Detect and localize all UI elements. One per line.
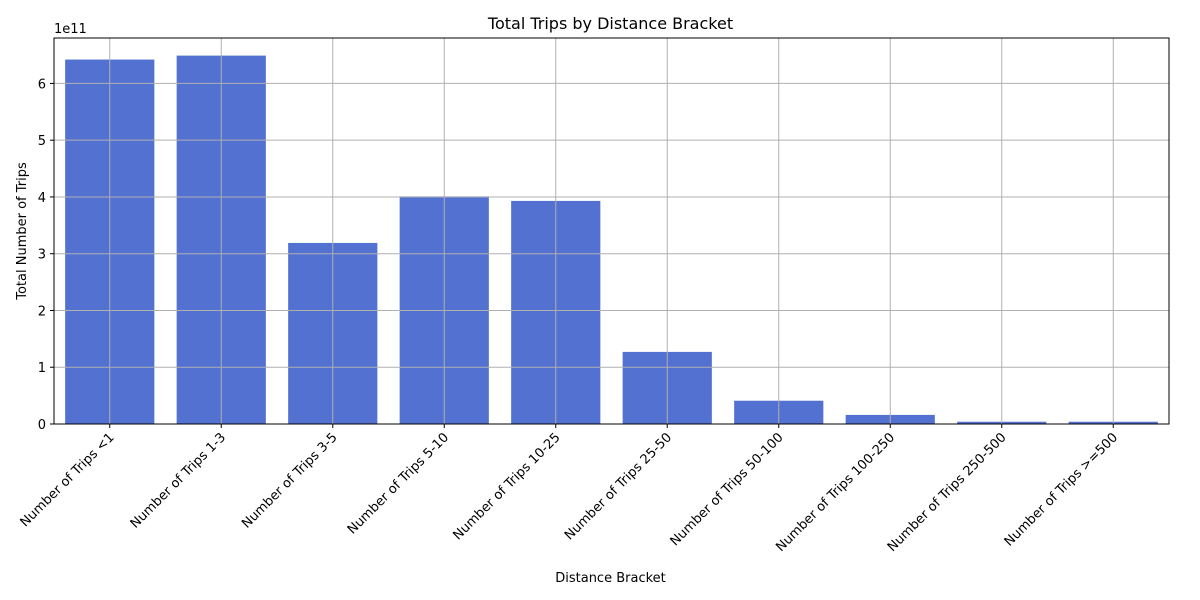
y-tick-label: 3 [38,248,46,263]
x-axis-label: Distance Bracket [555,571,666,586]
bars [65,55,1158,425]
y-tick-label: 0 [38,418,46,433]
x-tick-label: Number of Trips >=500 [1002,430,1121,549]
x-tick-label: Number of Trips 100-250 [773,430,898,555]
y-tick-label: 5 [38,134,46,149]
x-tick-label: Number of Trips 3-5 [239,430,340,531]
chart-title: Total Trips by Distance Bracket [487,14,733,33]
x-tick-label: Number of Trips 250-500 [885,430,1010,555]
grid [54,38,1169,425]
x-tick-label: Number of Trips 5-10 [345,430,452,537]
y-axis-label: Total Number of Trips [15,162,30,301]
x-tick-label: Number of Trips 10-25 [450,430,563,543]
y-tick-label: 6 [38,77,46,92]
y-axis-multiplier: 1e11 [54,22,87,37]
y-tick-label: 1 [38,361,46,376]
x-tick-label: Number of Trips <1 [18,430,118,530]
y-tick-label: 2 [38,304,46,319]
x-tick-label: Number of Trips 25-50 [562,430,675,543]
y-tick-label: 4 [38,191,46,206]
x-tick-label: Number of Trips 50-100 [668,430,787,549]
x-tick-label: Number of Trips 1-3 [128,430,229,531]
plot-frame [53,37,1170,425]
